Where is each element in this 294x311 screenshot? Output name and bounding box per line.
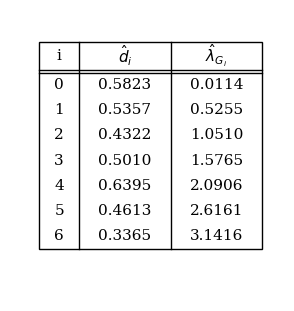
- Text: 3.1416: 3.1416: [190, 229, 243, 243]
- Text: 2.6161: 2.6161: [190, 204, 243, 218]
- Text: 0.5823: 0.5823: [98, 78, 152, 92]
- Text: 0.5010: 0.5010: [98, 154, 152, 168]
- Text: 0.3365: 0.3365: [98, 229, 152, 243]
- Text: 5: 5: [54, 204, 64, 218]
- Text: 0.6395: 0.6395: [98, 179, 152, 193]
- Text: 2.0906: 2.0906: [190, 179, 243, 193]
- Text: 0: 0: [54, 78, 64, 92]
- Text: 0.0114: 0.0114: [190, 78, 243, 92]
- Text: 2: 2: [54, 128, 64, 142]
- Text: 4: 4: [54, 179, 64, 193]
- Text: 6: 6: [54, 229, 64, 243]
- Text: 1: 1: [54, 103, 64, 117]
- Text: 1.5765: 1.5765: [190, 154, 243, 168]
- Text: 0.4322: 0.4322: [98, 128, 152, 142]
- Text: 1.0510: 1.0510: [190, 128, 243, 142]
- Text: $\hat{d}_i$: $\hat{d}_i$: [118, 44, 132, 68]
- Text: 0.5357: 0.5357: [98, 103, 151, 117]
- Text: $\hat{\lambda}_{G_i}$: $\hat{\lambda}_{G_i}$: [206, 43, 228, 69]
- Bar: [39, 42, 262, 248]
- Text: 3: 3: [54, 154, 64, 168]
- Text: 0.5255: 0.5255: [190, 103, 243, 117]
- Text: 0.4613: 0.4613: [98, 204, 152, 218]
- Text: i: i: [57, 49, 61, 63]
